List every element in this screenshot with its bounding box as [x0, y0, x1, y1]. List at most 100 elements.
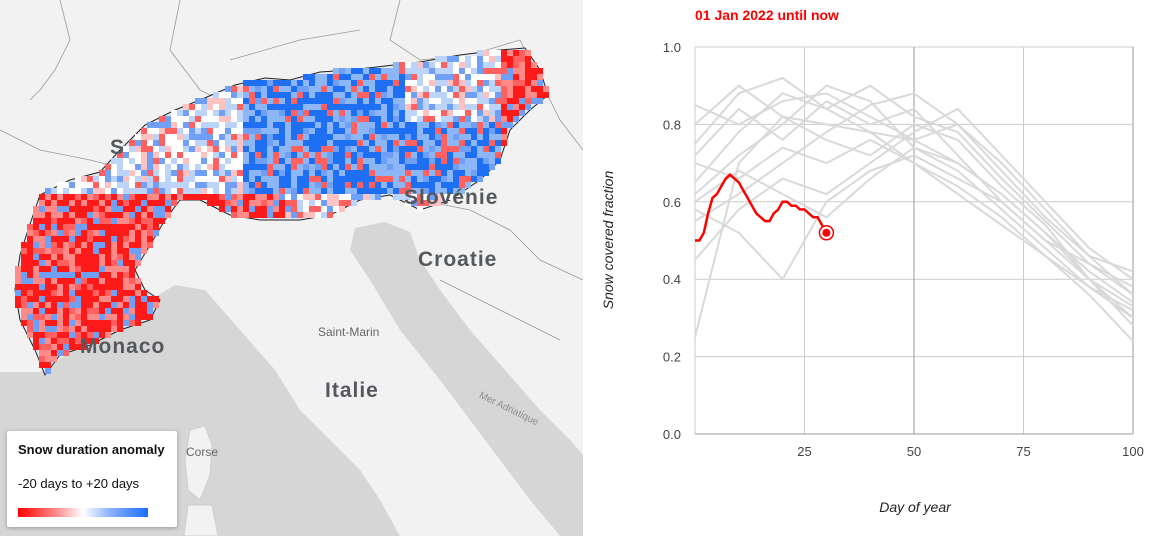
anomaly-cell — [441, 170, 447, 176]
anomaly-cell — [447, 110, 453, 116]
anomaly-cell — [159, 158, 165, 164]
anomaly-cell — [135, 134, 141, 140]
anomaly-cell — [381, 146, 387, 152]
anomaly-cell — [51, 272, 57, 278]
anomaly-cell — [345, 128, 351, 134]
anomaly-cell — [219, 176, 225, 182]
anomaly-cell — [75, 344, 81, 350]
anomaly-cell — [93, 308, 99, 314]
anomaly-cell — [387, 68, 393, 74]
anomaly-cell — [429, 158, 435, 164]
anomaly-cell — [75, 206, 81, 212]
anomaly-cell — [273, 122, 279, 128]
anomaly-cell — [129, 212, 135, 218]
anomaly-cell — [423, 68, 429, 74]
anomaly-cell — [429, 116, 435, 122]
anomaly-cell — [459, 86, 465, 92]
anomaly-cell — [327, 110, 333, 116]
anomaly-cell — [525, 68, 531, 74]
anomaly-cell — [411, 188, 417, 194]
anomaly-cell — [243, 104, 249, 110]
anomaly-cell — [117, 272, 123, 278]
anomaly-cell — [99, 170, 105, 176]
history-series-line — [694, 99, 1134, 319]
anomaly-cell — [231, 86, 237, 92]
anomaly-cell — [51, 314, 57, 320]
anomaly-cell — [87, 284, 93, 290]
map-canvas[interactable] — [0, 0, 583, 536]
anomaly-cell — [369, 80, 375, 86]
anomaly-cell — [33, 224, 39, 230]
anomaly-cell — [321, 152, 327, 158]
anomaly-cell — [405, 170, 411, 176]
anomaly-cell — [465, 170, 471, 176]
anomaly-cell — [45, 248, 51, 254]
anomaly-cell — [39, 296, 45, 302]
anomaly-cell — [465, 146, 471, 152]
anomaly-cell — [237, 158, 243, 164]
anomaly-cell — [111, 272, 117, 278]
anomaly-cell — [405, 182, 411, 188]
anomaly-cell — [255, 188, 261, 194]
anomaly-cell — [453, 104, 459, 110]
anomaly-cell — [273, 212, 279, 218]
anomaly-cell — [213, 92, 219, 98]
anomaly-cell — [471, 92, 477, 98]
anomaly-cell — [411, 116, 417, 122]
anomaly-cell — [225, 182, 231, 188]
anomaly-cell — [441, 86, 447, 92]
anomaly-cell — [39, 284, 45, 290]
anomaly-cell — [111, 248, 117, 254]
anomaly-cell — [69, 320, 75, 326]
anomaly-cell — [63, 242, 69, 248]
anomaly-cell — [375, 176, 381, 182]
snow-anomaly-map[interactable]: S Slovénie Croatie Monaco Italie Saint-M… — [0, 0, 583, 536]
anomaly-cell — [357, 170, 363, 176]
anomaly-cell — [231, 104, 237, 110]
anomaly-cell — [429, 164, 435, 170]
x-tick-label: 75 — [1016, 444, 1030, 459]
anomaly-cell — [141, 182, 147, 188]
anomaly-cell — [291, 200, 297, 206]
anomaly-cell — [81, 182, 87, 188]
anomaly-cell — [63, 284, 69, 290]
current-marker-dot[interactable] — [822, 228, 831, 237]
anomaly-cell — [57, 290, 63, 296]
anomaly-cell — [249, 86, 255, 92]
anomaly-cell — [273, 146, 279, 152]
anomaly-cell — [243, 188, 249, 194]
anomaly-cell — [543, 92, 549, 98]
anomaly-cell — [51, 326, 57, 332]
anomaly-cell — [333, 170, 339, 176]
anomaly-cell — [513, 86, 519, 92]
anomaly-cell — [315, 200, 321, 206]
anomaly-cell — [129, 152, 135, 158]
anomaly-cell — [213, 164, 219, 170]
anomaly-cell — [123, 212, 129, 218]
anomaly-cell — [213, 152, 219, 158]
anomaly-cell — [345, 182, 351, 188]
anomaly-cell — [213, 170, 219, 176]
anomaly-cell — [351, 176, 357, 182]
anomaly-cell — [489, 50, 495, 56]
anomaly-cell — [351, 188, 357, 194]
anomaly-cell — [87, 314, 93, 320]
anomaly-cell — [27, 242, 33, 248]
anomaly-cell — [57, 236, 63, 242]
anomaly-cell — [69, 296, 75, 302]
anomaly-cell — [465, 140, 471, 146]
anomaly-cell — [453, 128, 459, 134]
anomaly-cell — [315, 206, 321, 212]
anomaly-cell — [51, 266, 57, 272]
anomaly-cell — [21, 254, 27, 260]
anomaly-cell — [75, 254, 81, 260]
anomaly-cell — [195, 128, 201, 134]
anomaly-cell — [435, 128, 441, 134]
anomaly-cell — [237, 164, 243, 170]
anomaly-cell — [123, 302, 129, 308]
legend-title: Snow duration anomaly — [18, 442, 165, 457]
anomaly-cell — [81, 236, 87, 242]
anomaly-cell — [225, 146, 231, 152]
anomaly-cell — [45, 188, 51, 194]
anomaly-cell — [21, 242, 27, 248]
